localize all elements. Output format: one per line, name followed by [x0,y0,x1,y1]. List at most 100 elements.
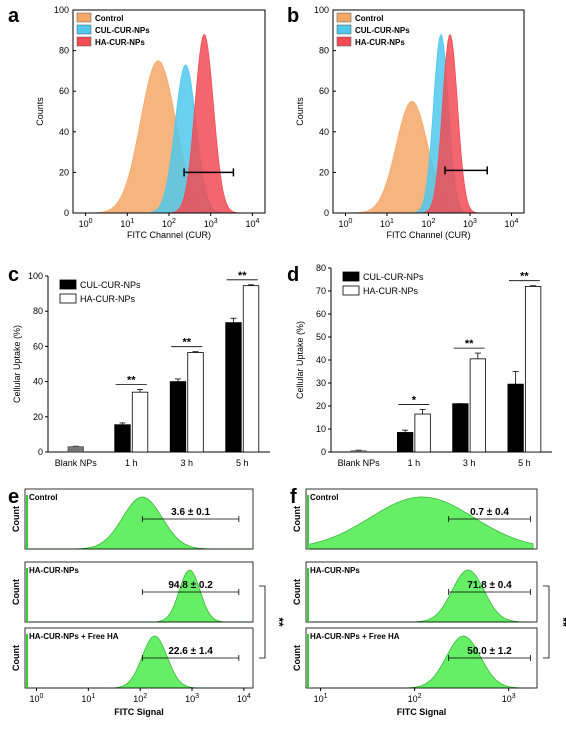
x-tick-label: 100 [30,693,44,704]
legend-swatch [336,36,352,47]
legend-swatch [336,24,352,35]
x-tick-label: 102 [422,218,436,229]
bar-cul-cur-nps [225,322,242,453]
y-axis-label: Count [292,506,302,532]
bar-ha-cur-nps [524,285,542,453]
x-tick-label: 102 [162,218,176,229]
flow-panel-e: Control Count 3.6 ± 0.1 HA-CUR-NPs Count 94.8… [11,488,286,717]
y-tick-label: 50 [316,332,326,342]
legend-swatch [76,12,92,23]
y-tick-label: 100 [54,5,69,15]
y-tick-label: 40 [319,127,329,137]
y-tick-label: 100 [314,5,329,15]
y-tick-label: 80 [316,263,326,273]
subplot-frame [24,488,254,550]
significance-marker: ** [182,337,191,349]
y-axis-label: Count [11,506,21,532]
y-tick-label: 60 [319,86,329,96]
legend-swatch [342,271,360,282]
legend-swatch [59,279,77,290]
y-tick-label: 10 [316,424,326,434]
legend-label: CUL-CUR-NPs [363,272,424,282]
y-tick-label: 0 [64,208,69,218]
legend-label: CUL-CUR-NPs [355,26,410,35]
x-axis-label: FITC Channel (CUR) [127,230,211,240]
flow-panel-f: Control Count 0.7 ± 0.4 HA-CUR-NPs Count 71.8… [292,488,566,717]
x-tick-label: 101 [380,218,394,229]
y-tick-label: 40 [59,127,69,137]
y-tick-label: 80 [33,306,43,316]
y-tick-label: 20 [319,167,329,177]
significance-marker: ** [465,338,474,350]
subplot-label: HA-CUR-NPs + Free HA [29,632,119,641]
x-tick-label: 5 h [236,458,249,468]
y-tick-label: 60 [33,341,43,351]
legend-swatch [76,36,92,47]
panel-letter-c: c [8,264,19,286]
x-axis-label: FITC Signal [397,707,447,717]
x-tick-label: 103 [463,218,477,229]
subplot-label: HA-CUR-NPs [310,566,360,575]
panel-letter-f: f [290,486,297,508]
histogram-cul-cur-nps [345,33,512,214]
histogram-0 [27,496,251,550]
significance-bracket [543,585,550,659]
histogram-1 [309,569,534,623]
x-axis-label: FITC Signal [114,707,164,717]
legend-swatch [342,285,360,296]
significance-marker: ** [520,271,529,283]
x-tick-label: 100 [339,218,353,229]
y-tick-label: 60 [59,86,69,96]
y-axis-label: Cellular Uptake (%) [295,321,305,399]
panel-letter-a: a [8,5,20,27]
bar-blank-nps [350,450,367,453]
bar-cul-cur-nps [114,424,131,453]
significance-marker: ** [238,270,247,282]
percentage-label: 0.7 ± 0.4 [470,507,509,518]
x-tick-label: 102 [408,693,422,704]
legend-label: HA-CUR-NPs [363,286,418,296]
y-axis-label: Count [292,645,302,671]
x-tick-label: 103 [502,693,516,704]
x-tick-label: 104 [237,693,251,704]
x-tick-label: 101 [81,693,95,704]
x-tick-label: 103 [204,218,218,229]
y-tick-label: 80 [59,46,69,56]
bar-cul-cur-nps [507,383,524,453]
subplot-frame [24,561,254,623]
significance-bracket [259,585,266,659]
x-tick-label: Blank NPs [338,458,381,468]
subplot-label: Control [310,493,338,502]
subplot-label: HA-CUR-NPs + Free HA [310,632,400,641]
panel-letter-e: e [8,486,19,508]
subplot-frame [305,627,538,689]
bar-cul-cur-nps [169,381,187,453]
significance-marker: ** [127,375,136,387]
bar-ha-cur-nps [414,413,431,453]
percentage-label: 71.8 ± 0.4 [467,580,512,591]
subplot-frame [305,561,538,623]
x-tick-label: 101 [314,693,328,704]
panel-letter-d: d [287,264,299,286]
histogram-panel-b: 0 20 40 60 80 100 100 101 102 103 104 FITC Channel … [295,5,525,240]
significance-marker: ** [272,617,286,627]
bar-chart-panel-d: 0 10 20 30 40 50 60 70 80 Cellular Uptake (%) Blan… [295,263,552,468]
legend-swatch [59,293,77,304]
legend-label: Control [355,14,383,23]
percentage-label: 94.8 ± 0.2 [168,580,213,591]
y-tick-label: 0 [321,447,326,457]
subplot-label: HA-CUR-NPs [29,566,79,575]
x-tick-label: 3 h [463,458,476,468]
y-tick-label: 0 [324,208,329,218]
y-tick-label: 20 [59,167,69,177]
y-tick-label: 40 [33,377,43,387]
bar-cul-cur-nps [397,432,414,453]
bar-cul-cur-nps [452,403,469,453]
x-tick-label: 101 [120,218,134,229]
y-tick-label: 0 [38,447,43,457]
histogram-1 [27,569,251,623]
histogram-2 [309,635,534,689]
x-axis-label: FITC Channel (CUR) [386,230,470,240]
x-tick-label: 3 h [180,458,193,468]
